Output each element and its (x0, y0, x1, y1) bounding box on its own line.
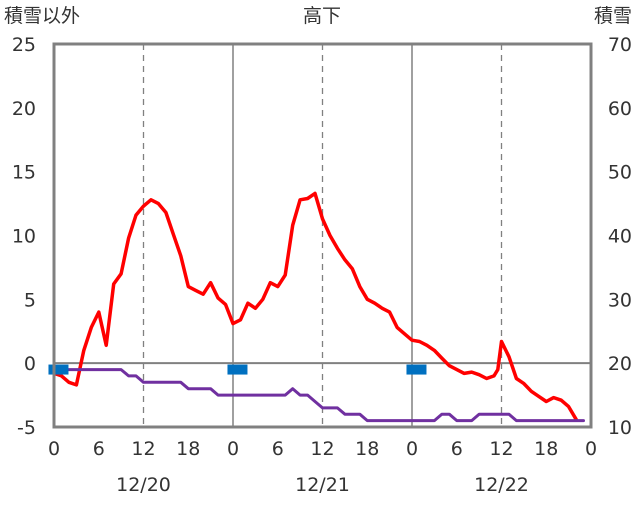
right-tick-label: 10 (608, 417, 632, 439)
x-tick-label: 12 (131, 438, 155, 460)
x-tick-label: 6 (451, 438, 463, 460)
left-tick-label: 15 (12, 162, 36, 184)
right-tick-label: 40 (608, 226, 632, 248)
x-tick-label: 18 (534, 438, 558, 460)
right-axis-label: 積雪 (594, 5, 632, 27)
left-axis-label: 積雪以外 (4, 5, 80, 27)
x-tick-label: 0 (227, 438, 239, 460)
snow-marker (48, 364, 69, 375)
left-tick-label: 20 (12, 98, 36, 120)
series-line-1 (52, 191, 578, 422)
series-line-2 (52, 368, 585, 423)
x-tick-label: 12 (489, 438, 513, 460)
x-tick-label: 18 (355, 438, 379, 460)
x-tick-label: 6 (93, 438, 105, 460)
right-tick-label: 50 (608, 162, 632, 184)
left-tick-label: 10 (12, 226, 36, 248)
marker-layer (48, 364, 427, 375)
right-tick-label: 20 (608, 353, 632, 375)
snow-marker (227, 364, 248, 375)
snow-marker (406, 364, 427, 375)
series-layer (52, 191, 585, 423)
left-tick-label: 0 (24, 353, 36, 375)
right-tick-label: 60 (608, 98, 632, 120)
right-tick-label: 70 (608, 34, 632, 56)
left-tick-label: 5 (24, 289, 36, 311)
x-date-label: 12/20 (116, 474, 171, 496)
x-date-label: 12/21 (295, 474, 350, 496)
x-tick-label: 0 (48, 438, 60, 460)
chart-title: 高下 (303, 5, 341, 27)
plot-frame (52, 42, 593, 429)
left-tick-label: -5 (17, 417, 36, 439)
x-tick-label: 0 (406, 438, 418, 460)
x-date-label: 12/22 (474, 474, 529, 496)
right-tick-label: 30 (608, 289, 632, 311)
x-tick-label: 6 (272, 438, 284, 460)
grid-layer (54, 44, 591, 427)
x-tick-label: 12 (310, 438, 334, 460)
left-tick-label: 25 (12, 34, 36, 56)
x-tick-label: 18 (176, 438, 200, 460)
x-tick-label: 0 (585, 438, 597, 460)
